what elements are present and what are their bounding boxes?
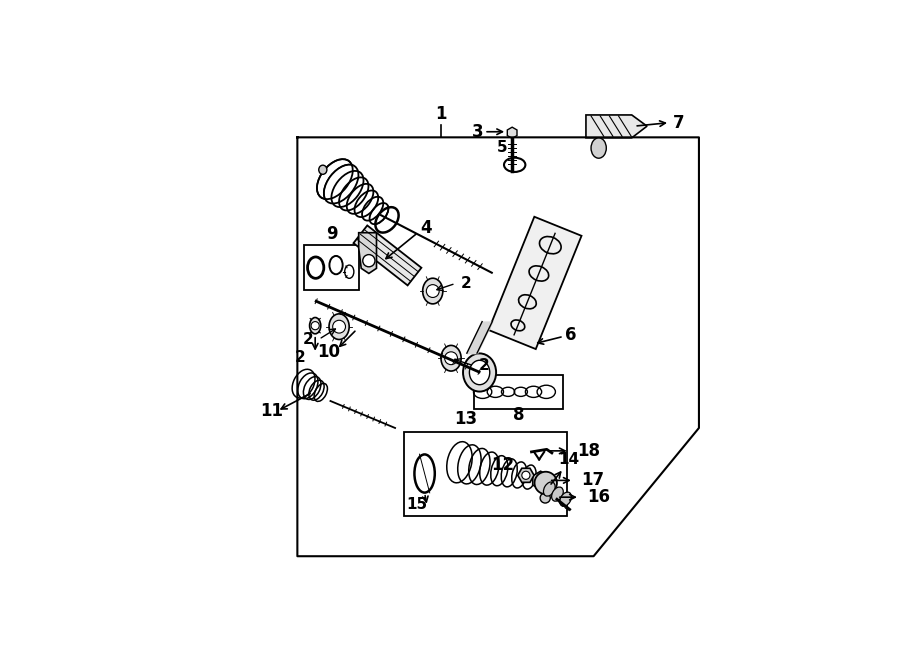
- Text: 17: 17: [581, 471, 605, 489]
- Text: 12: 12: [491, 456, 515, 474]
- Text: 1: 1: [435, 106, 446, 124]
- Circle shape: [536, 475, 545, 485]
- Ellipse shape: [423, 278, 443, 304]
- Text: 11: 11: [260, 403, 284, 420]
- Ellipse shape: [329, 314, 349, 340]
- Text: 6: 6: [564, 327, 576, 344]
- Text: 7: 7: [672, 114, 684, 132]
- Text: 8: 8: [513, 407, 525, 424]
- Text: 5: 5: [497, 140, 508, 155]
- Polygon shape: [359, 233, 376, 274]
- Ellipse shape: [544, 482, 555, 496]
- Polygon shape: [489, 217, 581, 349]
- Ellipse shape: [552, 487, 563, 501]
- Circle shape: [363, 254, 375, 267]
- Text: 13: 13: [454, 410, 477, 428]
- Text: 15: 15: [407, 497, 428, 512]
- Text: 2: 2: [294, 350, 305, 365]
- Ellipse shape: [470, 360, 490, 385]
- Ellipse shape: [310, 317, 320, 334]
- Circle shape: [445, 352, 457, 365]
- Text: 2: 2: [303, 332, 314, 347]
- Polygon shape: [508, 127, 517, 138]
- Bar: [474, 375, 563, 409]
- Text: 18: 18: [577, 442, 600, 460]
- Text: 9: 9: [326, 225, 338, 243]
- Polygon shape: [533, 471, 549, 490]
- Polygon shape: [518, 468, 534, 483]
- Ellipse shape: [591, 138, 607, 158]
- Polygon shape: [354, 225, 421, 286]
- Circle shape: [427, 285, 439, 297]
- Circle shape: [540, 493, 550, 503]
- Circle shape: [333, 321, 346, 333]
- Ellipse shape: [560, 492, 572, 506]
- Circle shape: [537, 477, 552, 491]
- Circle shape: [535, 472, 557, 494]
- Text: 2: 2: [461, 276, 472, 291]
- Bar: [304, 245, 359, 290]
- Text: 3: 3: [472, 123, 483, 141]
- Text: 10: 10: [318, 343, 340, 361]
- Ellipse shape: [319, 165, 327, 175]
- Ellipse shape: [463, 354, 496, 391]
- Polygon shape: [586, 115, 647, 138]
- Bar: [404, 432, 567, 516]
- Ellipse shape: [325, 165, 389, 228]
- Text: 4: 4: [419, 219, 431, 237]
- Text: 14: 14: [558, 452, 580, 467]
- Text: 2: 2: [479, 358, 490, 373]
- Text: 16: 16: [588, 488, 610, 506]
- Circle shape: [522, 471, 530, 479]
- Circle shape: [311, 322, 320, 330]
- Ellipse shape: [441, 346, 461, 371]
